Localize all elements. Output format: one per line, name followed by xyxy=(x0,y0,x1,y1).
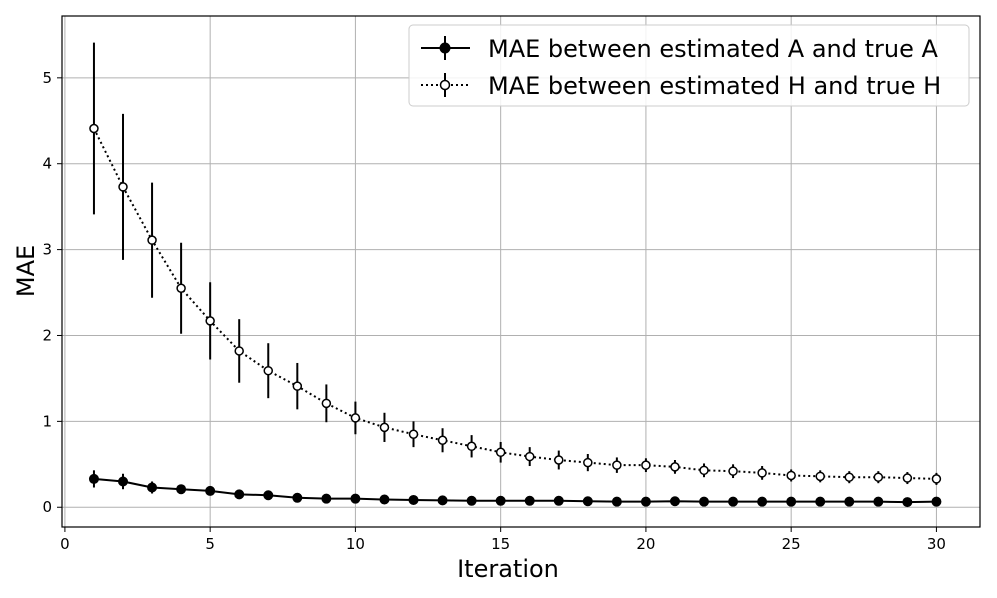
legend-label-a: MAE between estimated A and true A xyxy=(488,35,939,63)
data-point xyxy=(611,496,622,507)
x-tick-label: 10 xyxy=(346,535,365,553)
y-tick-label: 2 xyxy=(42,326,52,344)
data-point xyxy=(234,346,244,356)
data-point xyxy=(118,182,128,192)
data-point xyxy=(669,496,680,507)
data-point xyxy=(408,494,419,505)
series-a xyxy=(88,470,942,508)
data-point xyxy=(321,398,332,409)
data-point xyxy=(524,451,535,462)
data-point xyxy=(350,413,361,423)
y-tick-label: 0 xyxy=(42,498,52,516)
data-point xyxy=(321,493,332,504)
legend-label-h: MAE between estimated H and true H xyxy=(488,72,941,100)
data-point xyxy=(437,435,448,446)
data-point xyxy=(437,495,448,506)
data-point xyxy=(263,365,274,376)
data-point xyxy=(205,316,215,326)
y-axis-label: MAE xyxy=(12,245,40,297)
data-point xyxy=(931,496,942,507)
legend-box xyxy=(408,24,970,107)
data-point xyxy=(263,490,274,501)
data-point xyxy=(524,495,535,506)
data-point xyxy=(89,123,99,134)
x-tick-label: 0 xyxy=(60,535,70,553)
data-point xyxy=(786,496,797,507)
data-point xyxy=(786,470,796,481)
data-point xyxy=(495,495,506,506)
data-point xyxy=(844,472,855,482)
x-tick-label: 15 xyxy=(491,535,510,553)
x-tick-label: 20 xyxy=(636,535,655,553)
data-point xyxy=(873,496,884,507)
data-point xyxy=(757,468,767,478)
legend: MAE between estimated A and true A MAE b… xyxy=(408,24,970,107)
y-tick-label: 4 xyxy=(42,155,52,173)
plot-frame xyxy=(61,15,981,528)
legend-marker-a xyxy=(439,42,451,54)
series-layer xyxy=(88,42,942,508)
data-point xyxy=(612,460,622,470)
x-axis-label: Iteration xyxy=(457,555,559,583)
y-tick-label: 1 xyxy=(42,412,52,430)
data-point xyxy=(205,485,216,496)
data-point xyxy=(554,455,564,465)
data-point xyxy=(815,471,825,482)
x-tick-label: 25 xyxy=(782,535,801,553)
data-point xyxy=(88,473,99,484)
data-point xyxy=(844,496,855,507)
data-point xyxy=(902,497,913,508)
data-point xyxy=(147,235,157,245)
data-point xyxy=(147,482,158,493)
data-point xyxy=(553,495,564,506)
data-point xyxy=(583,457,593,468)
data-point xyxy=(670,462,680,472)
data-point xyxy=(408,429,419,439)
series-line xyxy=(93,477,937,504)
data-point xyxy=(379,422,390,433)
data-point xyxy=(699,465,709,476)
legend-entry-h: MAE between estimated H and true H xyxy=(421,72,941,100)
data-point xyxy=(234,489,245,500)
data-point xyxy=(728,496,739,507)
data-point xyxy=(815,496,826,507)
data-point xyxy=(641,460,651,470)
legend-marker-h xyxy=(439,79,451,91)
x-tick-label: 5 xyxy=(205,535,215,553)
data-point xyxy=(379,494,390,505)
data-point xyxy=(699,496,710,507)
data-point xyxy=(176,484,187,495)
ticks: 0 5 10 15 20 25 30 0 1 2 3 4 5 xyxy=(42,69,946,553)
y-tick-label: 3 xyxy=(42,241,52,259)
data-point xyxy=(902,473,913,483)
x-tick-label: 30 xyxy=(927,535,946,553)
data-point xyxy=(466,441,477,452)
data-point xyxy=(757,496,768,507)
series-line xyxy=(93,128,937,480)
data-point xyxy=(350,493,361,504)
legend-entry-a: MAE between estimated A and true A xyxy=(421,35,939,63)
data-point xyxy=(931,474,942,484)
data-point xyxy=(466,495,477,506)
data-point xyxy=(640,496,651,507)
data-point xyxy=(176,283,186,293)
data-point xyxy=(118,476,129,487)
data-point xyxy=(495,447,506,458)
y-tick-label: 5 xyxy=(42,69,52,87)
data-point xyxy=(728,466,738,476)
data-point xyxy=(873,472,884,482)
data-point xyxy=(582,496,593,507)
series-h xyxy=(89,42,942,485)
data-point xyxy=(292,381,303,391)
data-point xyxy=(292,492,303,503)
